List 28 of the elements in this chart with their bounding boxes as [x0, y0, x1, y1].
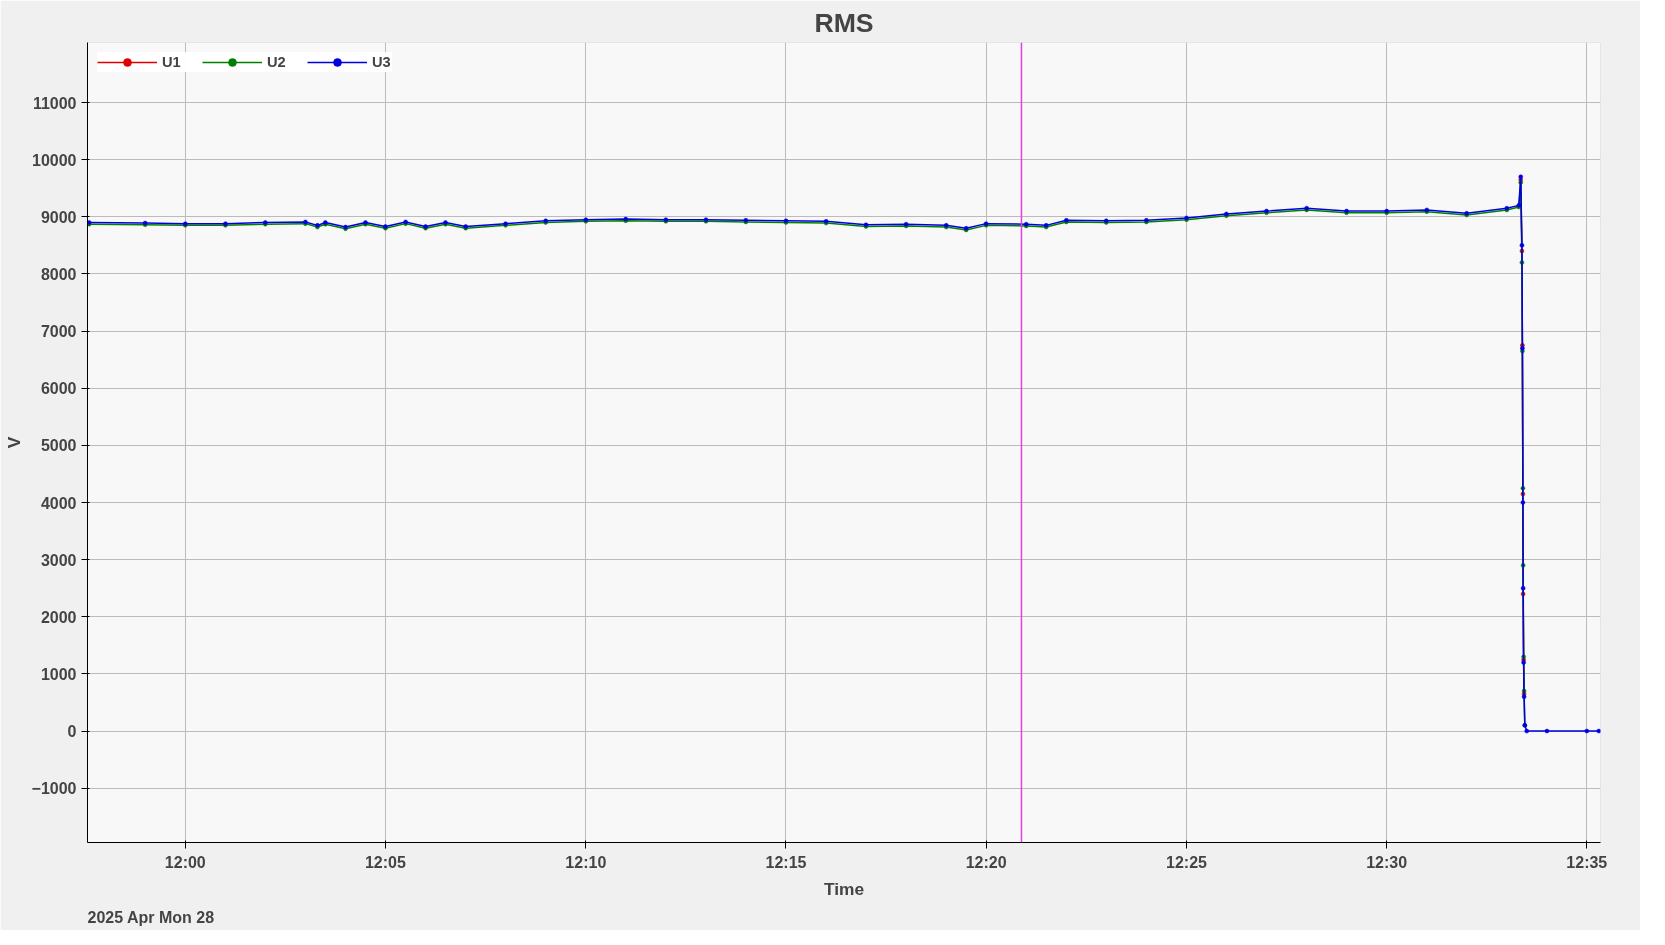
- y-tick-label: −1000: [31, 780, 77, 798]
- y-tick-label: 0: [67, 723, 77, 741]
- y-tick-label: 6000: [40, 380, 77, 398]
- x-tick-label: 12:25: [1166, 853, 1208, 871]
- y-tick-label: 3000: [40, 551, 77, 569]
- legend-label: U2: [267, 54, 287, 70]
- x-tick-label: 12:00: [164, 853, 206, 871]
- x-tick-label: 12:05: [364, 853, 406, 871]
- x-axis-title: Time: [823, 878, 865, 899]
- y-tick-label: 11000: [32, 94, 77, 112]
- legend-label: U3: [372, 54, 392, 70]
- y-tick-label: 5000: [40, 437, 77, 455]
- y-tick-label: 1000: [40, 665, 77, 683]
- y-tick-label: 10000: [32, 151, 77, 169]
- y-tick-label: 9000: [40, 208, 77, 226]
- y-tick-label: 8000: [40, 265, 77, 283]
- y-tick-label: 4000: [40, 494, 77, 512]
- x-tick-label: 12:15: [765, 853, 807, 871]
- x-tick-label: 12:20: [965, 853, 1007, 871]
- x-tick-label: 12:30: [1366, 853, 1408, 871]
- chart-title: RMS: [814, 7, 874, 38]
- y-tick-label: 7000: [40, 323, 77, 341]
- legend-label: U1: [162, 54, 182, 70]
- x-tick-label: 12:10: [565, 853, 607, 871]
- y-axis-title: V: [3, 436, 24, 449]
- y-tick-label: 2000: [40, 608, 77, 626]
- x-tick-label: 12:35: [1566, 853, 1608, 871]
- text: 2025 Apr Mon 28: [87, 908, 215, 926]
